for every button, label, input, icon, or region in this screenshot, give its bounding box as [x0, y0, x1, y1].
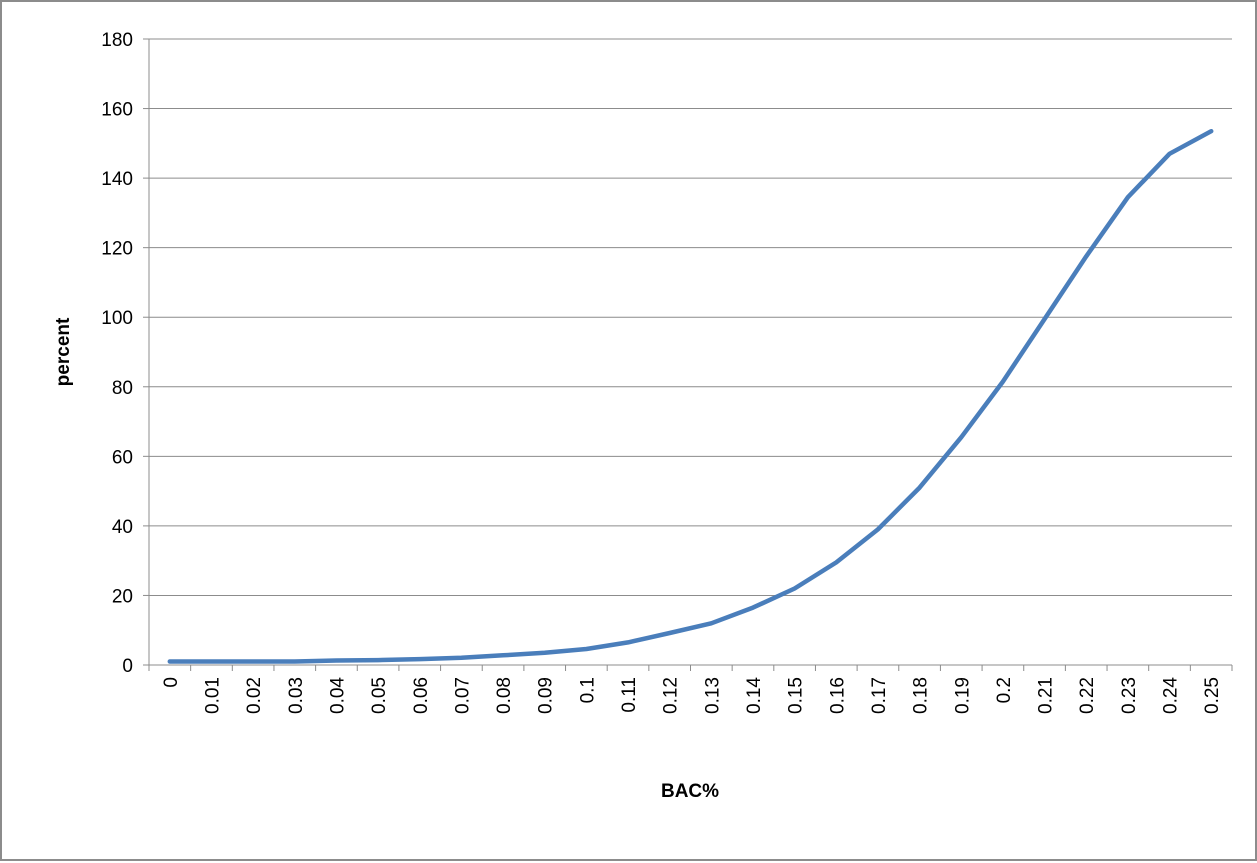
x-axis-tick-labels: 0 0.01 0.02 0.03 0.04 0.05 0.06 0.07 0.08 0.09 0.1…: [161, 677, 1223, 714]
y-tick-label: 60: [112, 447, 133, 468]
x-tick-label: 0.12: [661, 677, 682, 714]
x-tick-label: 0.17: [869, 677, 890, 714]
x-tick-label: 0.06: [411, 677, 432, 714]
y-tick-label: 0: [122, 656, 133, 677]
x-tick-label: 0.24: [1161, 677, 1182, 714]
x-tick-label: 0.11: [619, 677, 640, 713]
y-tick-label: 80: [112, 378, 133, 399]
x-tick-label: 0.2: [994, 677, 1015, 703]
x-tick-label: 0: [161, 677, 182, 688]
x-tick-label: 0.15: [786, 677, 807, 714]
x-tick-label: 0.18: [911, 677, 932, 714]
x-tick-label: 0.23: [1119, 677, 1140, 714]
y-axis-title: percent: [53, 317, 74, 386]
x-tick-label: 0.19: [952, 677, 973, 714]
y-tick-label: 140: [101, 169, 133, 190]
y-tick-label: 180: [101, 30, 133, 51]
series-line-0: [167, 128, 1214, 664]
y-tick-label: 160: [101, 100, 133, 121]
x-tick-label: 0.07: [452, 677, 473, 714]
x-tick-label: 0.08: [494, 677, 515, 714]
x-tick-label: 0.16: [827, 677, 848, 714]
x-tick-label: 0.13: [702, 677, 723, 714]
x-axis-title: BAC%: [661, 781, 719, 802]
x-tick-label: 0.1: [577, 677, 598, 703]
x-tick-label: 0.21: [1036, 677, 1057, 714]
x-tick-label: 0.22: [1077, 677, 1098, 714]
x-tick-label: 0.01: [202, 677, 223, 714]
gridlines: [149, 38, 1232, 596]
y-tick-label: 20: [112, 586, 133, 607]
y-tick-label: 40: [112, 517, 133, 538]
y-axis-tick-labels: 0 20 40 60 80 100 120 140 160 180: [101, 30, 133, 677]
x-tick-label: 0.25: [1202, 677, 1223, 714]
x-tick-label: 0.09: [536, 677, 557, 714]
x-tick-label: 0.02: [244, 677, 265, 714]
x-tick-label: 0.14: [744, 677, 765, 714]
x-tick-label: 0.03: [286, 677, 307, 714]
axes: [143, 38, 1233, 671]
x-tick-label: 0.04: [327, 677, 348, 714]
y-tick-label: 120: [101, 239, 133, 260]
y-tick-label: 100: [101, 308, 133, 329]
x-tick-label: 0.05: [369, 677, 390, 714]
series-lines: [167, 128, 1214, 664]
